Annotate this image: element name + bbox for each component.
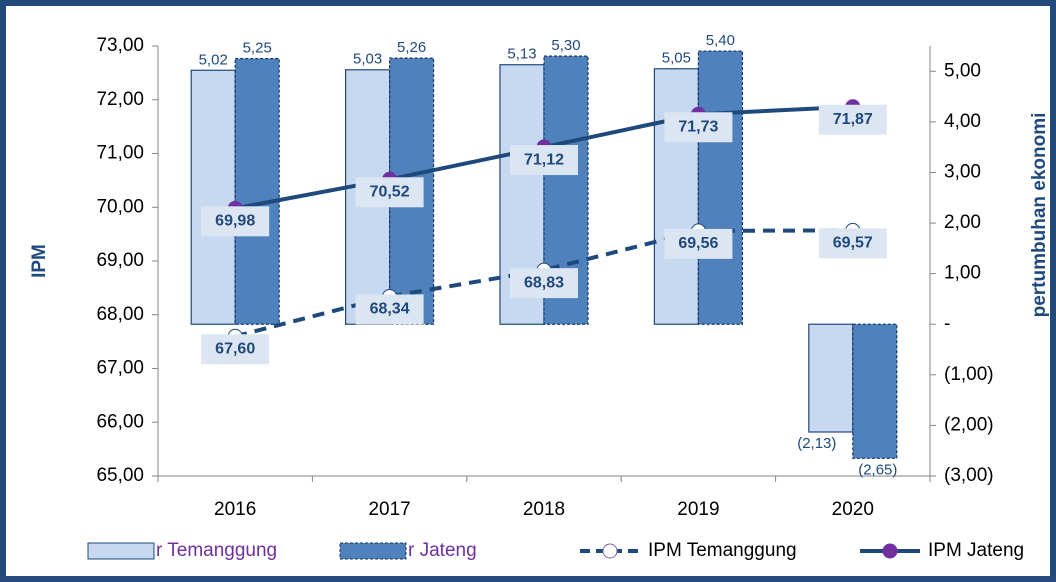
line-label: 71,12 (524, 151, 564, 168)
line-label-box (355, 294, 424, 325)
line-label: 67,60 (215, 340, 255, 357)
y-axis-title: IPM (29, 244, 50, 278)
bar-label: (2,13) (797, 435, 836, 452)
line-label-box (818, 104, 887, 135)
bar-label: 5,26 (397, 39, 426, 56)
bar-label: 5,30 (551, 37, 580, 54)
line-label: 70,52 (370, 184, 410, 201)
line-label-box (510, 145, 578, 176)
bar (808, 323, 854, 433)
x-tick-label: 2019 (677, 499, 719, 520)
y-tick-label: 70,00 (96, 196, 144, 217)
line-label: 71,73 (678, 118, 718, 135)
legend-label: r Jateng (408, 540, 477, 561)
bar (190, 69, 236, 325)
line-label: 69,56 (678, 235, 718, 252)
bar (653, 68, 700, 325)
y-tick-label: 66,00 (96, 411, 144, 432)
line-label: 68,34 (370, 301, 410, 318)
line-label-box (201, 206, 270, 237)
legend-marker (882, 543, 898, 559)
bar-label: 5,02 (199, 51, 228, 68)
line-label-box (355, 177, 424, 208)
y2-tick-label: (2,00) (944, 414, 994, 435)
legend-marker (602, 543, 618, 559)
bar-label: 5,03 (353, 51, 382, 68)
y2-tick-label: (3,00) (944, 465, 994, 486)
line-label: 71,87 (833, 111, 873, 128)
legend-label: IPM Temanggung (648, 540, 797, 561)
legend-label: IPM Jateng (928, 540, 1024, 561)
x-tick-label: 2016 (214, 499, 256, 520)
line-label: 69,57 (833, 235, 873, 252)
line-label: 69,98 (215, 213, 255, 230)
bar (234, 58, 280, 325)
y2-tick-label: - (944, 313, 950, 334)
y2-tick-label: (1,00) (944, 364, 994, 385)
x-tick-label: 2020 (832, 499, 874, 520)
bar (852, 323, 898, 459)
y2-tick-label: 2,00 (944, 212, 981, 233)
bar-label: 5,25 (243, 40, 272, 57)
legend-swatch (87, 542, 155, 560)
bar-label: (2,65) (858, 461, 897, 478)
y-tick-label: 69,00 (96, 250, 144, 271)
bar-label: 5,05 (662, 50, 691, 67)
line-label-box (664, 112, 733, 143)
y2-tick-label: 3,00 (944, 161, 981, 182)
y-tick-label: 71,00 (96, 143, 144, 164)
line-label-box (510, 268, 578, 299)
y-tick-label: 73,00 (96, 35, 144, 56)
line-label-box (201, 334, 270, 365)
bar (697, 50, 744, 325)
legend-swatch (339, 542, 407, 560)
x-tick-label: 2018 (523, 499, 565, 520)
y2-tick-label: 4,00 (944, 111, 981, 132)
line-label-box (818, 228, 887, 259)
y2-tick-label: 5,00 (944, 60, 981, 81)
legend-label: r Temanggung (156, 540, 277, 561)
bar-label: 5,40 (706, 32, 735, 49)
x-tick-label: 2017 (368, 499, 410, 520)
y-tick-label: 67,00 (96, 358, 144, 379)
line-label-box (664, 228, 733, 259)
bar-label: 5,13 (507, 46, 536, 63)
y-tick-label: 68,00 (96, 304, 144, 325)
y2-axis-title: pertumbuhan ekonomi (1029, 113, 1050, 318)
y-tick-label: 65,00 (96, 465, 144, 486)
y2-tick-label: 1,00 (944, 263, 981, 284)
y-tick-label: 72,00 (96, 89, 144, 110)
line (234, 228, 853, 339)
line-label: 68,83 (524, 274, 564, 291)
